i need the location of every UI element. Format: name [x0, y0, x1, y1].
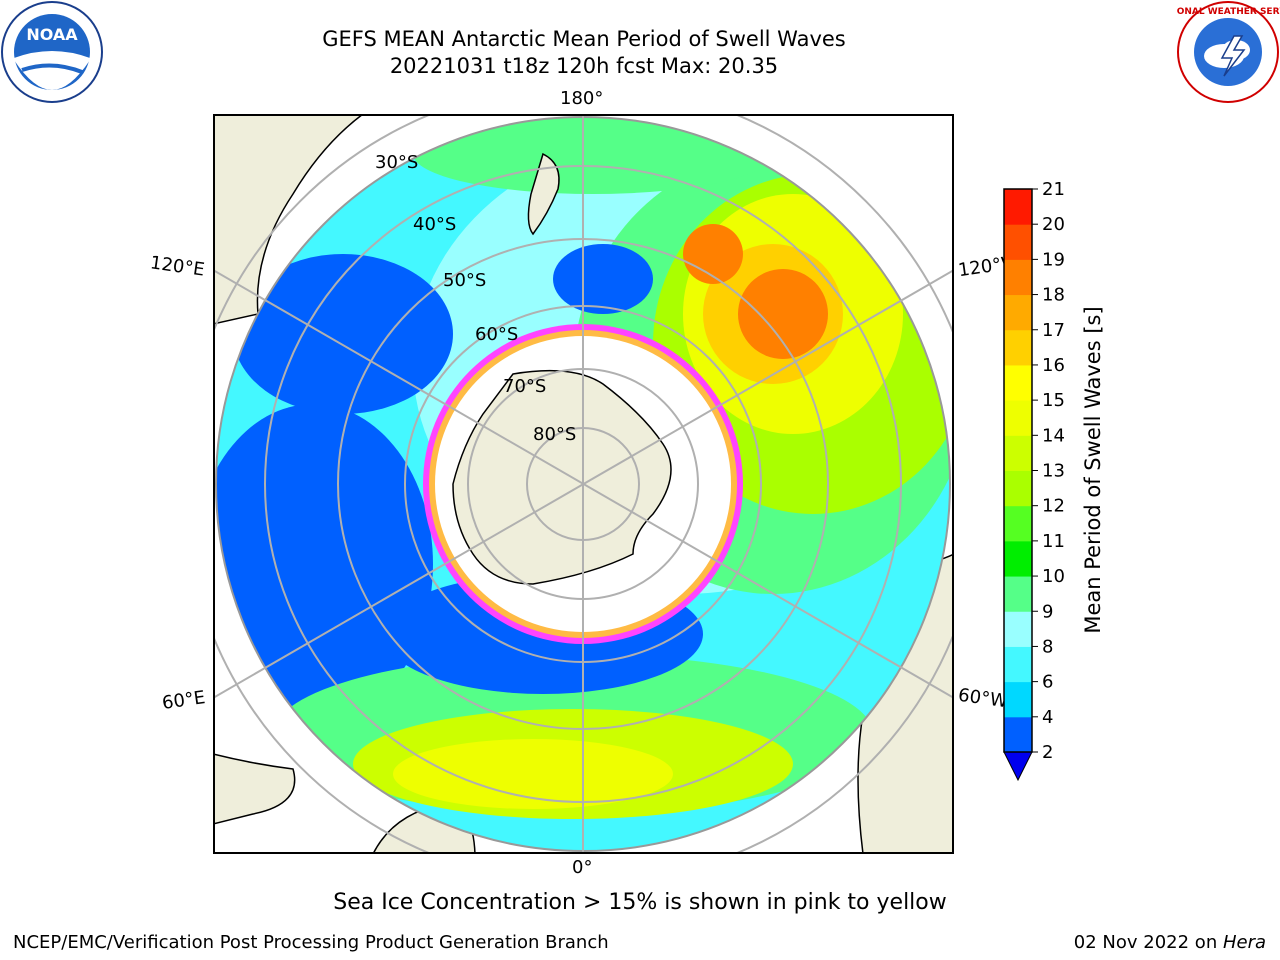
footer-date: 02 Nov 2022 on Hera — [1074, 932, 1266, 953]
land-antarctica — [452, 369, 672, 585]
colorbar-label: Mean Period of Swell Waves [s] — [1081, 306, 1105, 633]
colorbar-tick-label: 15 — [1042, 390, 1065, 411]
colorbar-segment — [1004, 259, 1032, 296]
footer-credit: NCEP/EMC/Verification Post Processing Pr… — [13, 932, 609, 953]
colorbar-tick-label: 4 — [1042, 707, 1053, 728]
lat-label-70s: 70°S — [503, 376, 546, 397]
colorbar-segment — [1004, 364, 1032, 401]
lat-label-30s: 30°S — [375, 152, 418, 173]
lon-label-0: 0° — [572, 857, 593, 878]
colorbar-segment — [1004, 470, 1032, 507]
colorbar-tick-label: 2 — [1042, 742, 1053, 763]
colorbar-tick-label: 13 — [1042, 461, 1065, 482]
colorbar-segment — [1004, 611, 1032, 647]
colorbar-tick-label: 14 — [1042, 425, 1065, 446]
colorbar-segment — [1004, 646, 1032, 683]
lon-label-180: 180° — [560, 88, 604, 109]
colorbar-segment — [1004, 505, 1032, 542]
land-new-zealand — [527, 152, 560, 236]
colorbar-segment — [1004, 189, 1032, 225]
colorbar-tick-label: 19 — [1042, 249, 1065, 270]
colorbar-tick-label: 6 — [1042, 672, 1053, 693]
noaa-logo-text: NOAA — [26, 25, 78, 44]
footer-date-text: 02 Nov 2022 on — [1073, 932, 1223, 953]
colorbar-tick-label: 9 — [1042, 601, 1053, 622]
lon-label-60e: 60°E — [160, 687, 207, 714]
land-madagascar — [213, 753, 296, 825]
colorbar-tick-label: 16 — [1042, 355, 1065, 376]
polar-map: 30°S 40°S 50°S 60°S 70°S 80°S — [213, 114, 954, 854]
colorbar-segment — [1004, 329, 1032, 366]
colorbar-tick-label: 17 — [1042, 320, 1065, 341]
colorbar-tick-label: 12 — [1042, 496, 1065, 517]
colorbar-tick-label: 8 — [1042, 636, 1053, 657]
graticule — [213, 114, 954, 854]
colorbar: 2 4 6 8 9 10 11 12 13 14 15 16 17 18 19 20 21 Mean Perio… — [1003, 180, 1105, 782]
colorbar-segment — [1004, 435, 1032, 471]
colorbar-tick-label: 11 — [1042, 531, 1065, 552]
footer-host: Hera — [1222, 932, 1266, 953]
colorbar-segment — [1004, 716, 1032, 753]
nws-logo-text: NATIONAL WEATHER SERVICE — [1176, 7, 1280, 17]
land-australia — [213, 114, 365, 325]
nws-logo-icon: NATIONAL WEATHER SERVICE — [1176, 1, 1280, 103]
colorbar-segment — [1004, 681, 1032, 718]
colorbar-tick-label: 18 — [1042, 285, 1065, 306]
lat-label-50s: 50°S — [443, 270, 486, 291]
colorbar-segment — [1004, 224, 1032, 260]
chart-subtitle: 20221031 t18z 120h fcst Max: 20.35 — [389, 54, 779, 78]
lat-label-40s: 40°S — [413, 214, 456, 235]
lat-label-80s: 80°S — [533, 424, 576, 445]
chart-title: GEFS MEAN Antarctic Mean Period of Swell… — [322, 27, 846, 51]
colorbar-tick-label: 10 — [1042, 566, 1065, 587]
lon-label-120e: 120°E — [148, 252, 206, 281]
colorbar-segment — [1004, 576, 1032, 612]
ice-note: Sea Ice Concentration > 15% is shown in … — [333, 890, 947, 915]
colorbar-tick-label: 21 — [1042, 180, 1065, 200]
colorbar-tick-label: 20 — [1042, 214, 1065, 235]
noaa-logo-icon: NOAA — [1, 1, 103, 103]
lat-label-60s: 60°S — [475, 324, 518, 345]
colorbar-segment — [1004, 294, 1032, 331]
colorbar-segment — [1004, 400, 1032, 436]
colorbar-segment — [1004, 540, 1032, 577]
